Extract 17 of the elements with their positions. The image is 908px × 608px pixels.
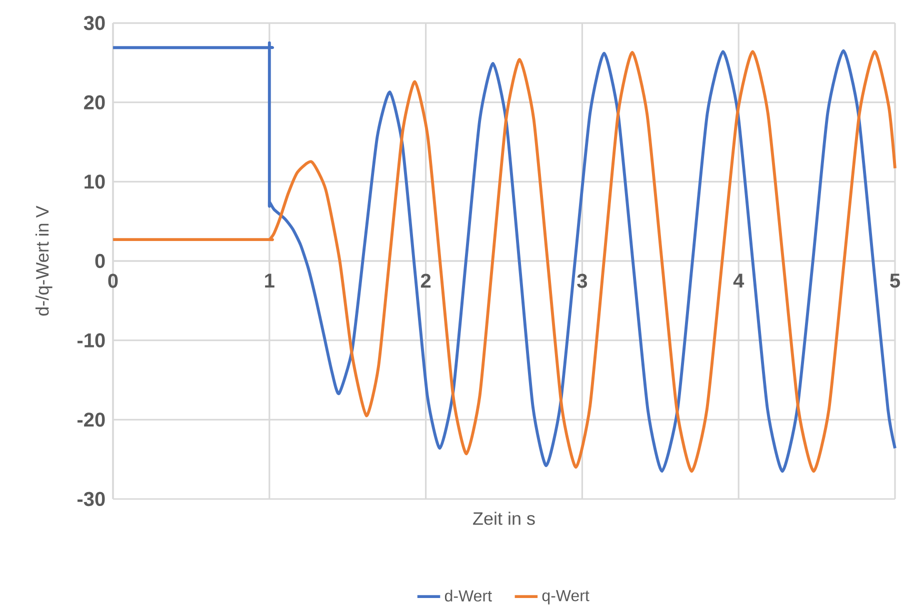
x-tick-label: 1 <box>265 274 274 288</box>
legend-label: q-Wert <box>542 590 590 604</box>
y-tick-label: -10 <box>77 333 105 348</box>
y-tick-label: -30 <box>77 492 105 506</box>
y-tick-label: 30 <box>84 16 105 30</box>
x-tick-label: 2 <box>420 274 431 288</box>
y-tick-label: 10 <box>84 174 105 189</box>
y-tick-label: 20 <box>84 95 105 110</box>
x-tick-label: 5 <box>890 274 900 288</box>
legend-label: d-Wert <box>444 590 492 602</box>
x-axis-title: Zeit in s <box>473 512 535 525</box>
x-tick-label: 3 <box>577 274 588 288</box>
y-tick-label: -20 <box>77 412 105 427</box>
x-tick-label: 0 <box>108 274 118 288</box>
y-tick-label: 0 <box>95 254 105 268</box>
y-axis-title: d-/q-Wert in V <box>36 206 52 316</box>
x-tick-label: 4 <box>733 274 744 288</box>
